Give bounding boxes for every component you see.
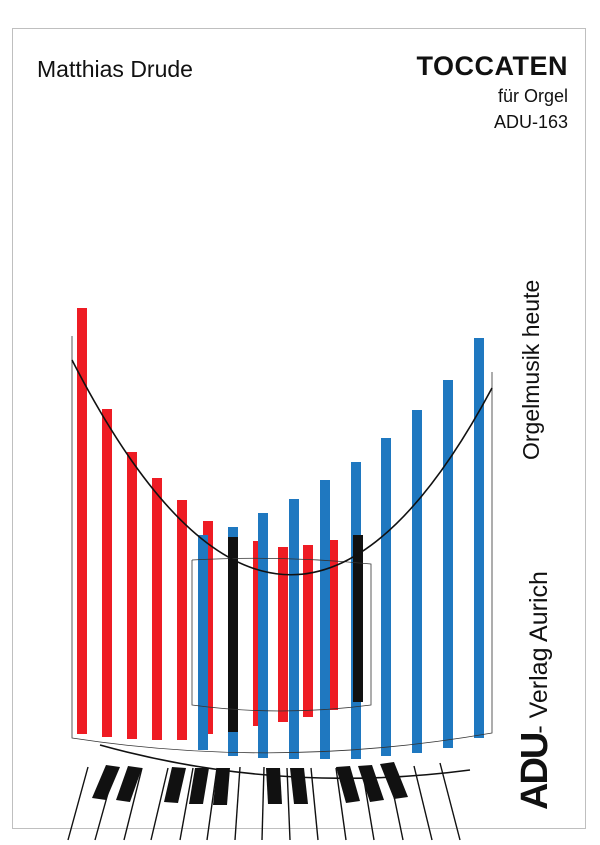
blue-pipe <box>443 380 453 748</box>
frame-lines <box>71 336 493 754</box>
blue-pipe <box>258 513 268 758</box>
black-pipe <box>353 535 363 702</box>
red-pipe <box>102 409 112 737</box>
blue-pipe <box>412 410 422 753</box>
blue-pipe <box>289 499 299 759</box>
red-pipe <box>152 478 162 740</box>
blue-pipe <box>474 338 484 738</box>
red-pipe <box>303 545 313 717</box>
keyboard-illustration <box>67 744 471 841</box>
page-frame <box>12 28 586 829</box>
red-pipe <box>127 452 137 739</box>
blue-pipe <box>198 535 208 750</box>
blue-pipe <box>381 438 391 756</box>
black-pipe <box>228 537 238 732</box>
publisher-imprint: ADU- Verlag Aurich <box>514 540 556 830</box>
work-title: TOCCATEN <box>416 51 568 81</box>
series-title: Orgelmusik heute <box>516 234 546 464</box>
blue-pipe <box>320 480 330 759</box>
red-pipe <box>177 500 187 740</box>
publisher-logo: ADU <box>514 733 556 810</box>
curve-line <box>71 359 493 576</box>
red-pipe <box>278 547 288 722</box>
composer-name: Matthias Drude <box>37 56 193 82</box>
series-title-text: Orgelmusik heute <box>518 279 544 460</box>
catalog-number: ADU-163 <box>493 112 568 132</box>
red-pipe <box>77 308 87 734</box>
black-pipes <box>228 535 363 732</box>
publisher-text: ADU- Verlag Aurich <box>514 571 557 810</box>
publisher-name: - Verlag Aurich <box>525 571 553 734</box>
work-subtitle: für Orgel <box>497 86 568 106</box>
blue-pipes <box>198 338 484 759</box>
red-pipe <box>328 540 338 710</box>
